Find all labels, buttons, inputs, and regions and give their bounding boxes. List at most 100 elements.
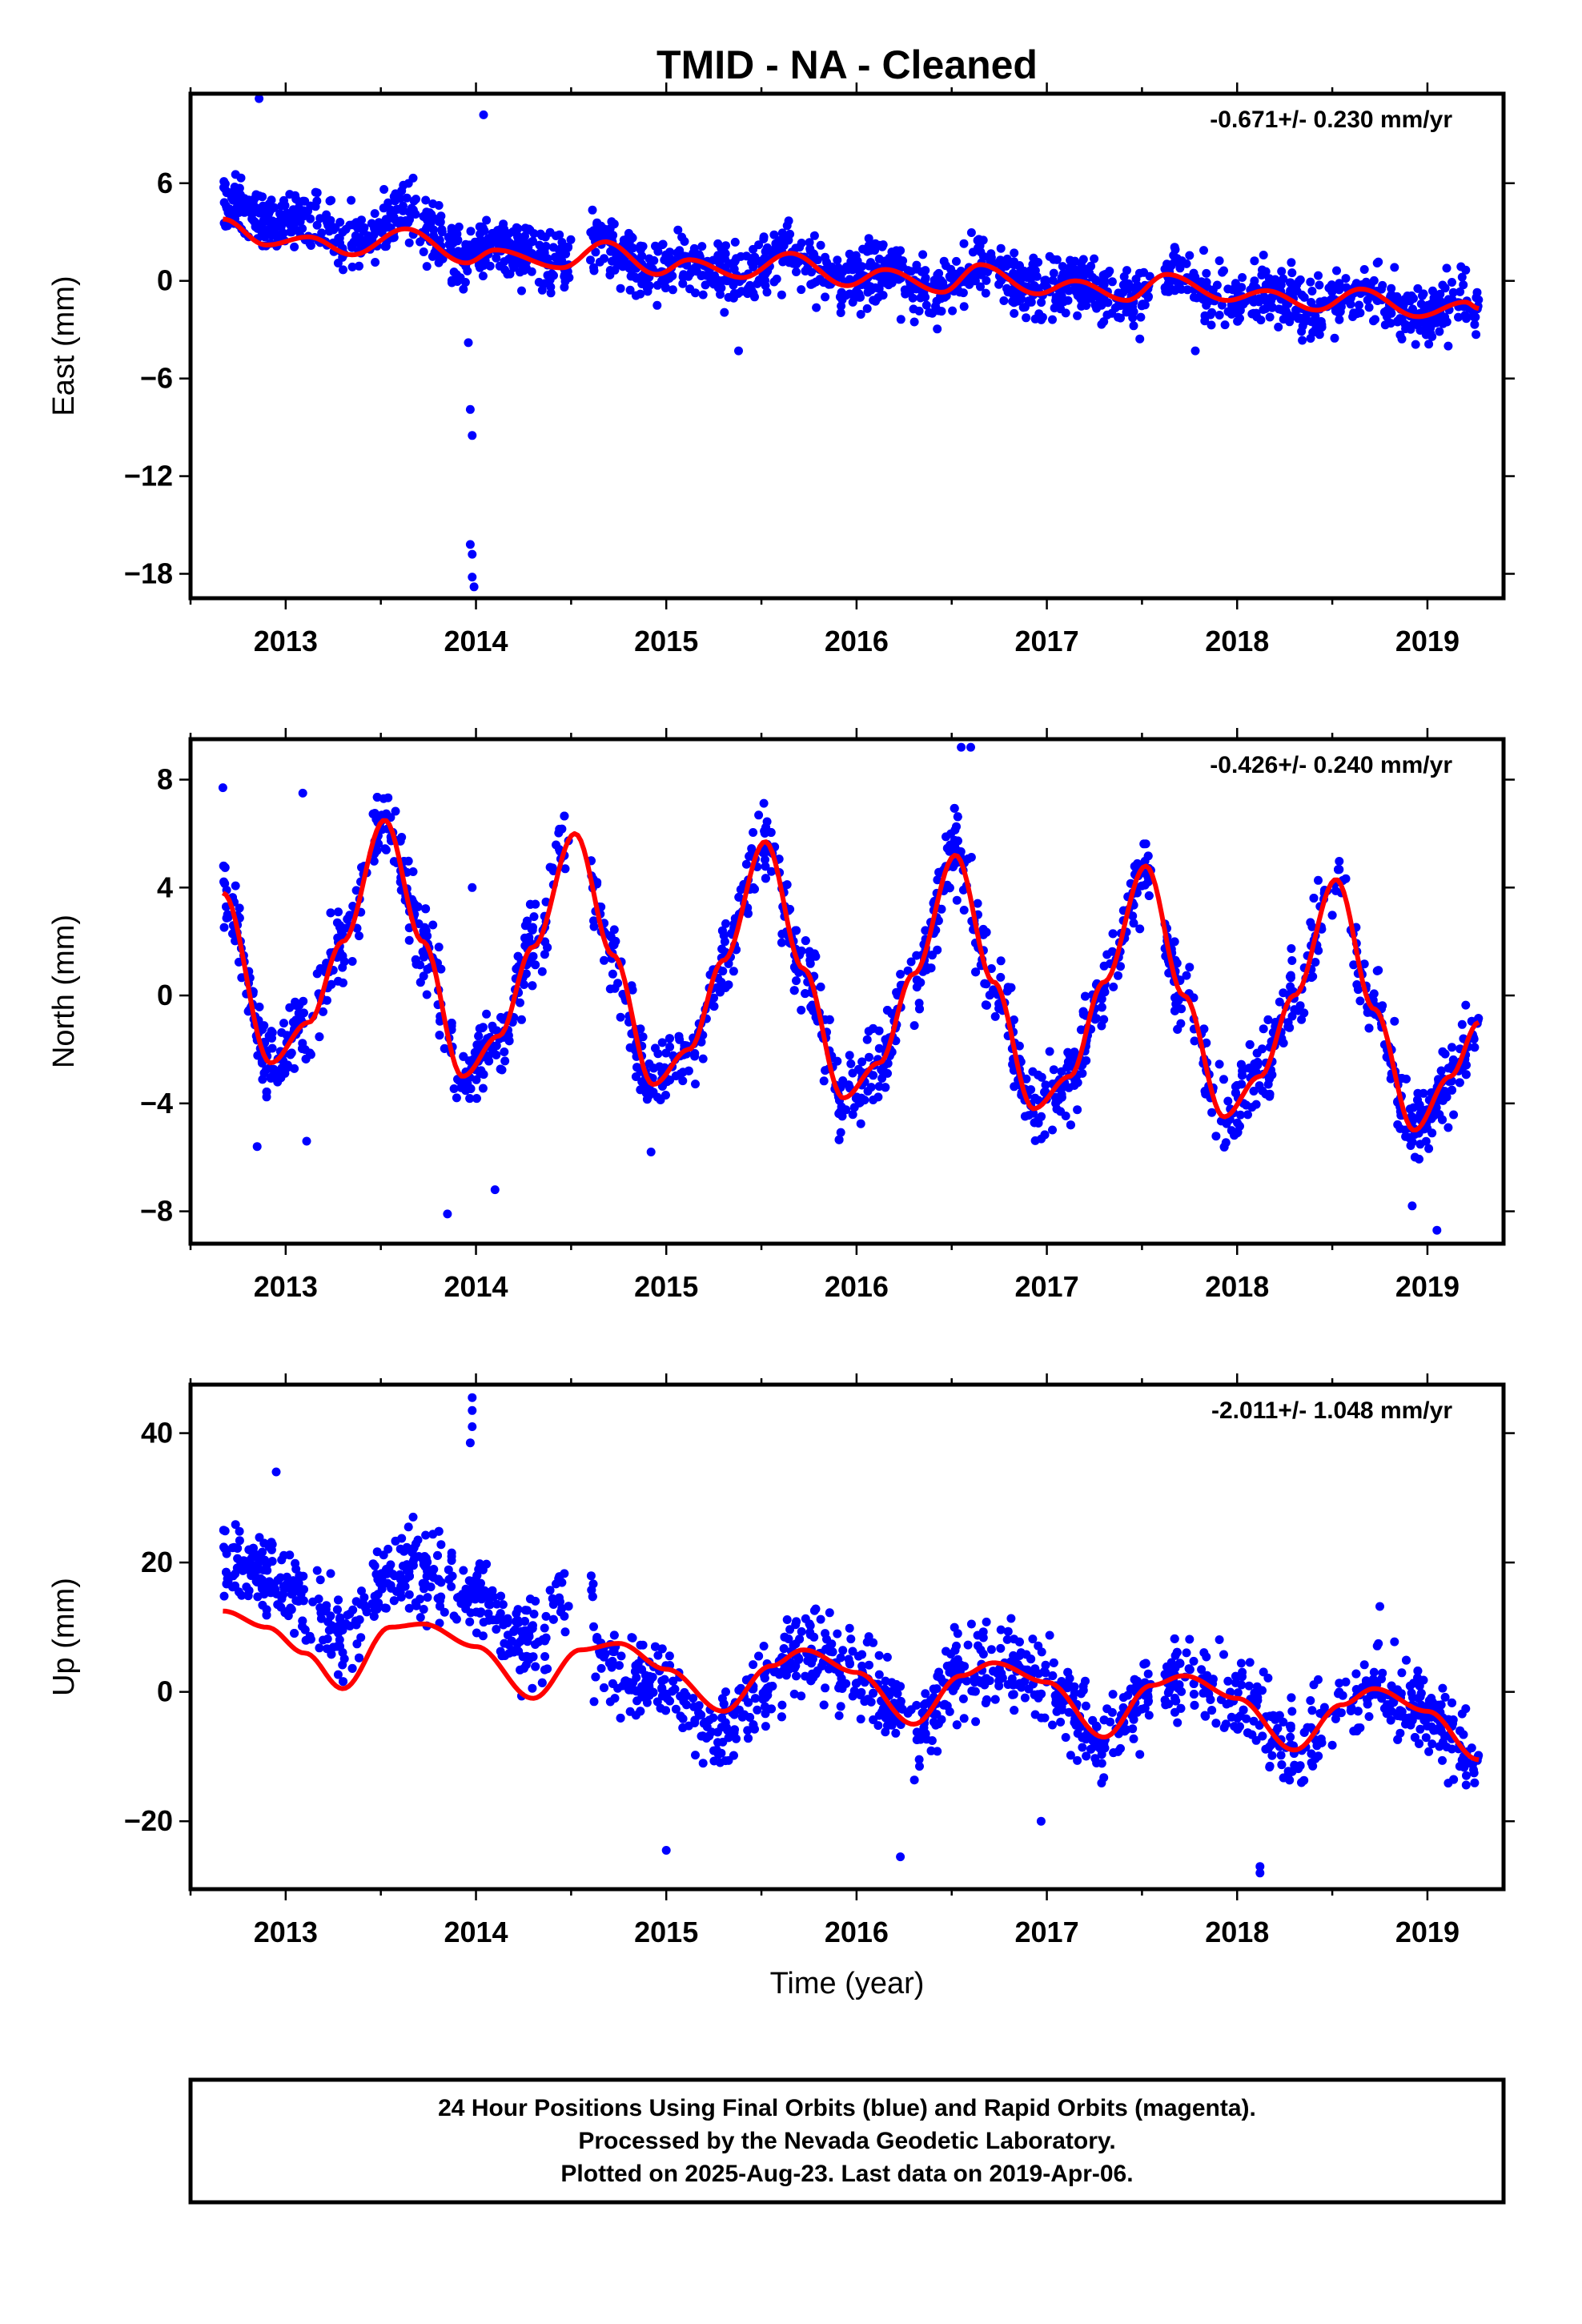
data-point xyxy=(1455,1078,1464,1088)
data-point xyxy=(684,1066,693,1076)
data-point xyxy=(371,258,380,267)
data-point xyxy=(822,258,831,267)
data-point xyxy=(478,1023,487,1033)
data-point xyxy=(1369,1667,1379,1677)
data-point xyxy=(1355,308,1365,318)
data-point xyxy=(1440,1049,1450,1059)
data-point xyxy=(428,199,438,208)
data-point xyxy=(260,209,270,219)
data-point xyxy=(1442,1092,1452,1102)
data-point xyxy=(1265,1092,1275,1101)
data-point xyxy=(1277,305,1287,315)
data-point xyxy=(1128,911,1138,921)
data-point xyxy=(675,246,685,255)
data-point xyxy=(306,241,315,250)
data-point xyxy=(906,957,916,967)
data-point xyxy=(668,285,677,295)
data-point xyxy=(1010,308,1019,318)
data-point xyxy=(404,935,414,945)
outlier-point xyxy=(957,742,966,752)
data-point xyxy=(848,1110,857,1120)
data-point xyxy=(459,284,468,294)
data-point xyxy=(927,1736,937,1745)
data-point xyxy=(220,862,230,872)
data-point xyxy=(976,282,985,292)
data-point xyxy=(698,1054,708,1063)
data-point xyxy=(1251,308,1261,318)
data-point xyxy=(269,226,279,235)
data-point xyxy=(862,304,872,313)
data-point xyxy=(520,223,530,233)
data-point xyxy=(821,1683,830,1693)
data-point xyxy=(338,951,347,961)
data-point xyxy=(778,257,788,267)
data-point xyxy=(753,279,762,288)
data-point xyxy=(806,1003,816,1011)
data-point xyxy=(750,292,759,302)
data-point xyxy=(319,1007,327,1016)
data-point xyxy=(743,289,753,299)
data-point xyxy=(833,255,842,265)
data-point xyxy=(608,969,617,979)
data-point xyxy=(529,912,539,922)
data-point xyxy=(1219,1142,1229,1152)
data-point xyxy=(339,924,348,934)
data-point xyxy=(1413,1096,1422,1104)
data-point xyxy=(1200,1087,1210,1096)
data-point xyxy=(1202,1038,1211,1047)
data-point xyxy=(1448,287,1458,297)
data-point xyxy=(1073,1755,1082,1765)
data-point xyxy=(605,266,615,275)
data-point xyxy=(822,1634,831,1644)
data-point xyxy=(235,1557,245,1566)
data-point xyxy=(338,1660,347,1670)
data-point xyxy=(295,197,304,207)
data-point xyxy=(351,218,361,227)
data-point xyxy=(287,1048,296,1058)
data-point xyxy=(1274,322,1283,332)
data-point xyxy=(478,271,488,281)
data-point xyxy=(1090,254,1099,263)
data-point xyxy=(1342,283,1351,292)
data-point xyxy=(255,191,264,201)
data-point xyxy=(500,1638,509,1648)
data-point xyxy=(1327,911,1337,920)
data-point xyxy=(963,854,973,863)
data-point xyxy=(283,1062,293,1072)
data-point xyxy=(689,248,698,258)
data-point xyxy=(1164,287,1174,296)
data-point xyxy=(838,1646,848,1655)
x-tick-label: 2018 xyxy=(1205,625,1269,657)
data-point xyxy=(953,836,962,846)
data-point xyxy=(864,241,873,251)
data-point xyxy=(1440,1692,1450,1702)
data-point xyxy=(235,183,244,193)
data-point xyxy=(1170,937,1179,947)
data-point xyxy=(1037,1072,1046,1082)
data-point xyxy=(436,211,446,221)
outlier-point xyxy=(469,582,479,592)
data-point xyxy=(1135,1750,1145,1759)
data-point xyxy=(915,1004,924,1014)
data-point xyxy=(978,235,988,245)
data-point xyxy=(721,983,730,992)
data-point xyxy=(220,1544,230,1554)
data-point xyxy=(520,980,528,989)
data-point xyxy=(836,272,845,282)
data-point xyxy=(1423,321,1432,331)
y-tick-label: 8 xyxy=(157,763,173,796)
data-point xyxy=(343,915,352,924)
data-point xyxy=(1128,302,1137,312)
data-point xyxy=(1243,1110,1252,1120)
data-point xyxy=(921,273,930,283)
data-point xyxy=(492,1599,502,1609)
data-point xyxy=(1051,1099,1061,1108)
data-point xyxy=(1102,269,1112,279)
data-point xyxy=(317,228,327,238)
x-tick-label: 2013 xyxy=(254,1270,318,1303)
data-point xyxy=(557,824,567,834)
data-point xyxy=(540,279,549,288)
data-point xyxy=(846,257,856,266)
data-point xyxy=(1022,271,1031,280)
data-point xyxy=(1073,311,1082,320)
